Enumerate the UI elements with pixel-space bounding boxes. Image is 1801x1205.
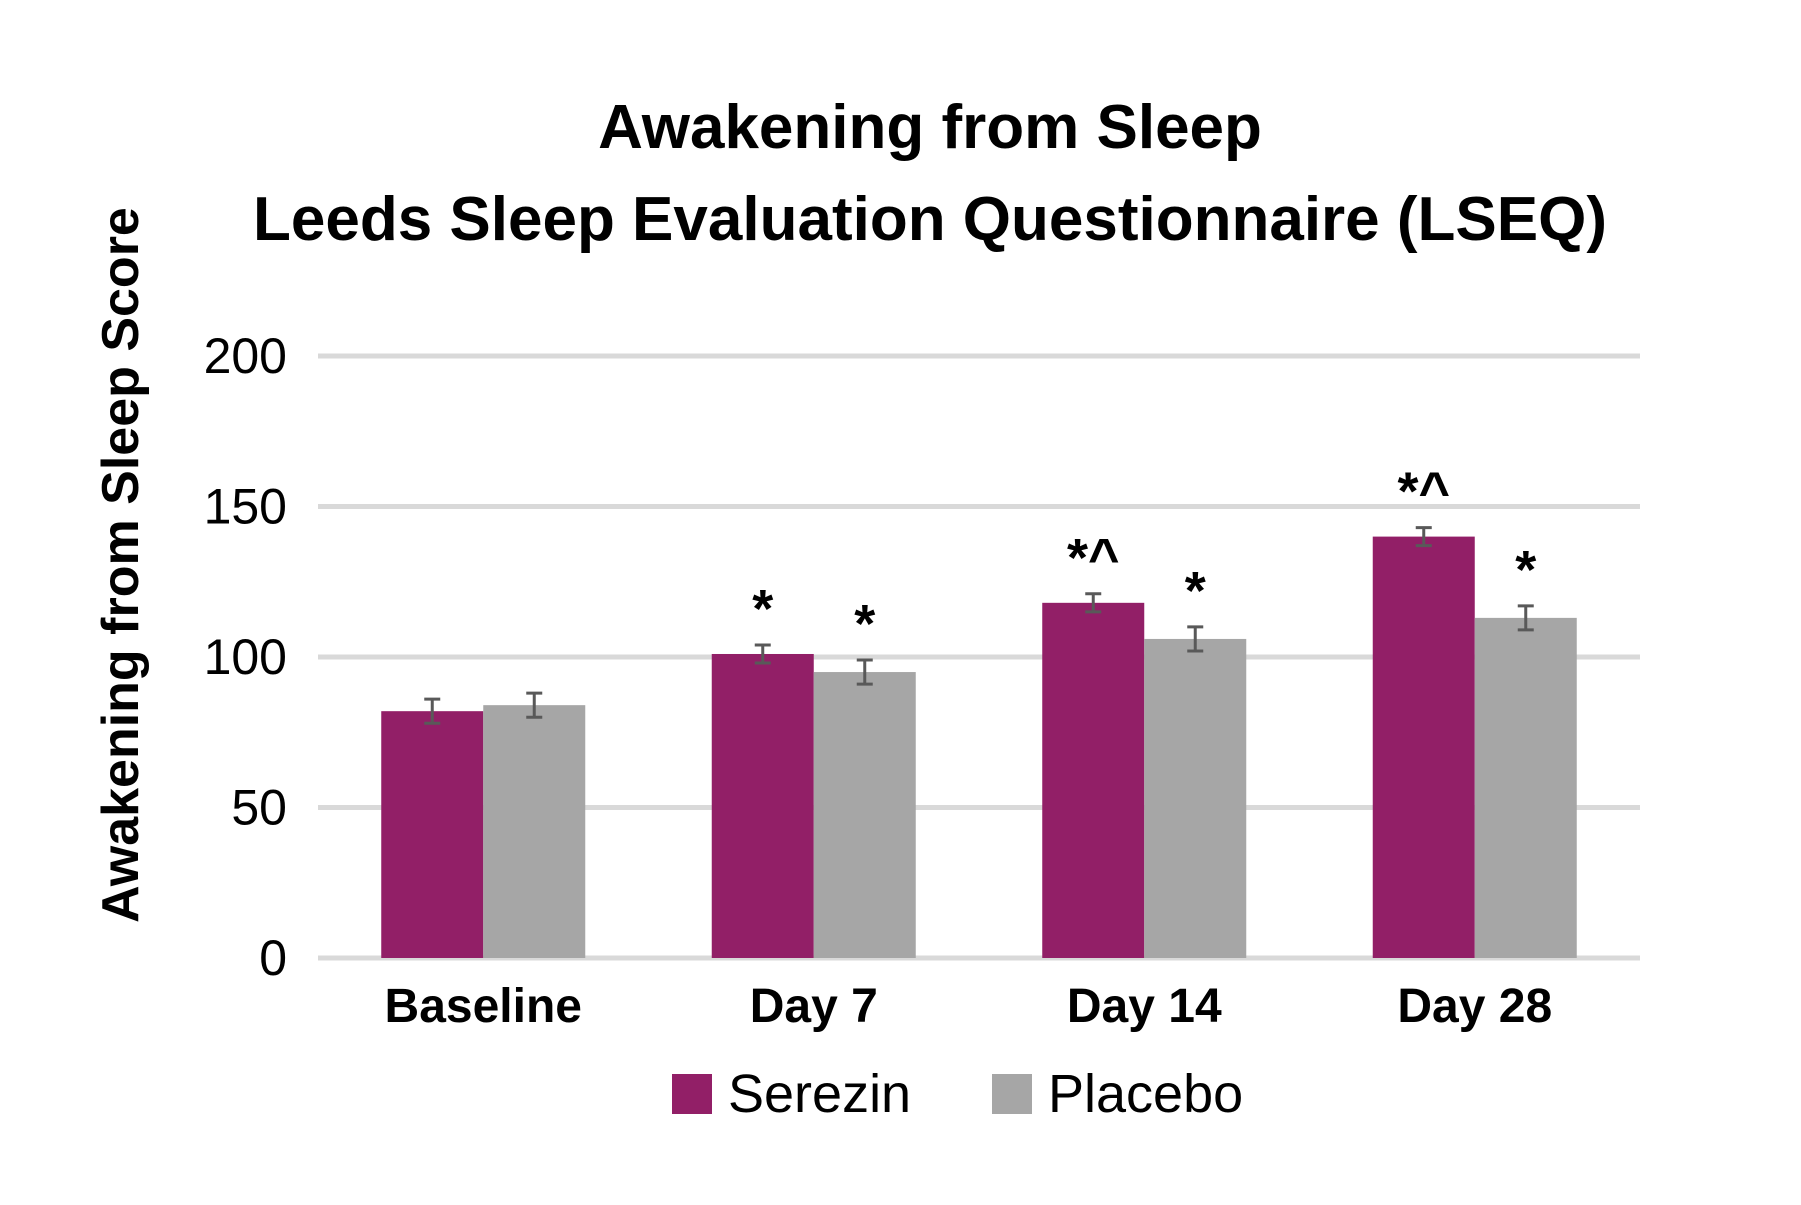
y-tick-label-50: 50 xyxy=(231,780,287,836)
x-tick-label-day-28: Day 28 xyxy=(1397,980,1552,1033)
legend-label-serezin: Serezin xyxy=(728,1064,911,1124)
y-tick-label-100: 100 xyxy=(204,629,287,685)
x-tick-label-day-14: Day 14 xyxy=(1067,980,1222,1033)
legend-item-serezin: Serezin xyxy=(672,1064,911,1124)
annotation-placebo-day-7: * xyxy=(854,594,875,654)
y-tick-label-0: 0 xyxy=(259,930,287,986)
legend-item-placebo: Placebo xyxy=(992,1064,1243,1124)
annotation-serezin-day-7: * xyxy=(752,579,773,639)
legend-swatch-placebo xyxy=(992,1074,1032,1114)
error-bar-placebo-day-28 xyxy=(1517,604,1534,632)
significance-annotations: * * *^ * *^ * xyxy=(752,462,1536,654)
error-bar-serezin-day-7 xyxy=(754,643,771,665)
bar-serezin-day-14 xyxy=(1042,602,1145,958)
annotation-placebo-day-14: * xyxy=(1185,561,1206,621)
legend-swatch-serezin xyxy=(672,1074,712,1114)
annotation-serezin-day-14: *^ xyxy=(1067,528,1120,588)
y-tick-label-200: 200 xyxy=(204,328,287,384)
error-bars xyxy=(424,526,1534,725)
bar-placebo-day-7 xyxy=(813,672,916,958)
y-axis-label: Awakening from Sleep Score xyxy=(92,207,150,923)
error-bar-serezin-baseline xyxy=(424,697,441,725)
legend: Serezin Placebo xyxy=(672,1064,1243,1124)
bar-placebo-day-28 xyxy=(1474,617,1577,958)
error-bar-placebo-day-7 xyxy=(856,658,873,686)
x-tick-label-baseline: Baseline xyxy=(385,980,582,1033)
error-bar-serezin-day-14 xyxy=(1085,592,1102,614)
bar-serezin-baseline xyxy=(381,711,484,958)
chart-title-line-2: Leeds Sleep Evaluation Questionnaire (LS… xyxy=(253,185,1607,254)
bar-placebo-baseline xyxy=(483,705,586,958)
annotation-placebo-day-28: * xyxy=(1515,540,1536,600)
error-bar-placebo-day-14 xyxy=(1187,625,1204,653)
bar-serezin-day-7 xyxy=(711,653,814,958)
error-bar-placebo-baseline xyxy=(526,691,543,719)
x-tick-label-day-7: Day 7 xyxy=(750,980,878,1033)
error-bar-serezin-day-28 xyxy=(1415,526,1432,548)
chart-title-line-1: Awakening from Sleep xyxy=(598,93,1262,162)
bar-serezin-day-28 xyxy=(1372,536,1475,958)
y-tick-label-150: 150 xyxy=(204,479,287,535)
bar-placebo-day-14 xyxy=(1144,638,1247,958)
legend-label-placebo: Placebo xyxy=(1048,1064,1243,1124)
bars xyxy=(381,536,1577,958)
annotation-serezin-day-28: *^ xyxy=(1397,462,1450,522)
x-tick-labels: Baseline Day 7 Day 14 Day 28 xyxy=(385,980,1553,1033)
y-tick-labels: 0 50 100 150 200 xyxy=(204,328,287,986)
